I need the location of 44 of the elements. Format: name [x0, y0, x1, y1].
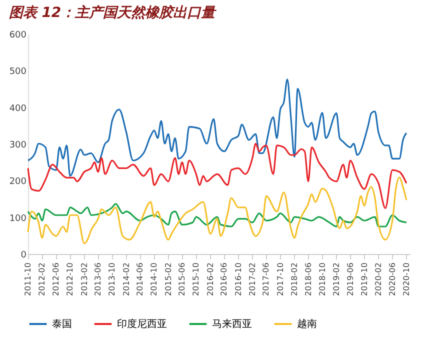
- x-tick-label: 2013-10: [108, 262, 117, 296]
- x-tick-label: 2017-02: [248, 262, 257, 296]
- x-tick-label: 2012-02: [38, 262, 47, 296]
- x-tick-label: 2019-02: [332, 262, 341, 296]
- x-tick-label: 2014-06: [136, 262, 145, 296]
- x-tick-label: 2017-06: [262, 262, 271, 296]
- x-tick-label: 2018-06: [304, 262, 313, 296]
- legend-label: 印度尼西亚: [117, 318, 167, 330]
- x-tick-label: 2015-06: [178, 262, 187, 296]
- x-tick-label: 2018-10: [318, 262, 327, 296]
- y-tick-label: 200: [9, 177, 27, 188]
- x-tick-label: 2011-10: [24, 262, 32, 296]
- x-tick-label: 2020-10: [402, 262, 411, 296]
- x-tick-label: 2012-10: [66, 262, 75, 296]
- x-tick-label: 2015-10: [192, 262, 201, 296]
- x-tick-label: 2014-10: [150, 262, 159, 296]
- y-tick-label: 0: [20, 250, 27, 260]
- legend-label: 泰国: [52, 319, 72, 330]
- x-tick-label: 2017-10: [276, 262, 285, 296]
- legend-label: 马来西亚: [212, 318, 252, 330]
- x-tick-label: 2013-06: [94, 262, 103, 296]
- y-tick-label: 500: [9, 67, 27, 78]
- x-tick-label: 2019-06: [346, 262, 355, 296]
- legend-label: 越南: [297, 318, 317, 330]
- x-tick-label: 2016-02: [206, 262, 215, 296]
- x-tick-label: 2019-10: [360, 262, 369, 296]
- y-tick-label: 300: [9, 140, 27, 150]
- line-series: [27, 176, 408, 244]
- y-tick-label: 400: [9, 104, 27, 114]
- x-tick-label: 2012-06: [52, 262, 61, 296]
- line-series: [27, 78, 408, 177]
- y-tick-label: 100: [9, 214, 27, 224]
- y-tick-label: 600: [9, 30, 27, 40]
- chart-title: 图表 12：主产国天然橡胶出口量: [8, 4, 218, 21]
- line-series: [27, 202, 408, 228]
- x-tick-label: 2015-02: [164, 262, 173, 296]
- x-tick-label: 2016-10: [234, 262, 243, 296]
- x-tick-label: 2020-02: [374, 262, 383, 296]
- line-series: [27, 142, 408, 209]
- x-tick-label: 2014-02: [122, 262, 131, 296]
- x-tick-label: 2020-06: [388, 262, 397, 296]
- x-tick-label: 2013-02: [80, 262, 89, 296]
- x-tick-label: 2018-02: [290, 262, 299, 296]
- x-tick-label: 2016-06: [220, 262, 229, 296]
